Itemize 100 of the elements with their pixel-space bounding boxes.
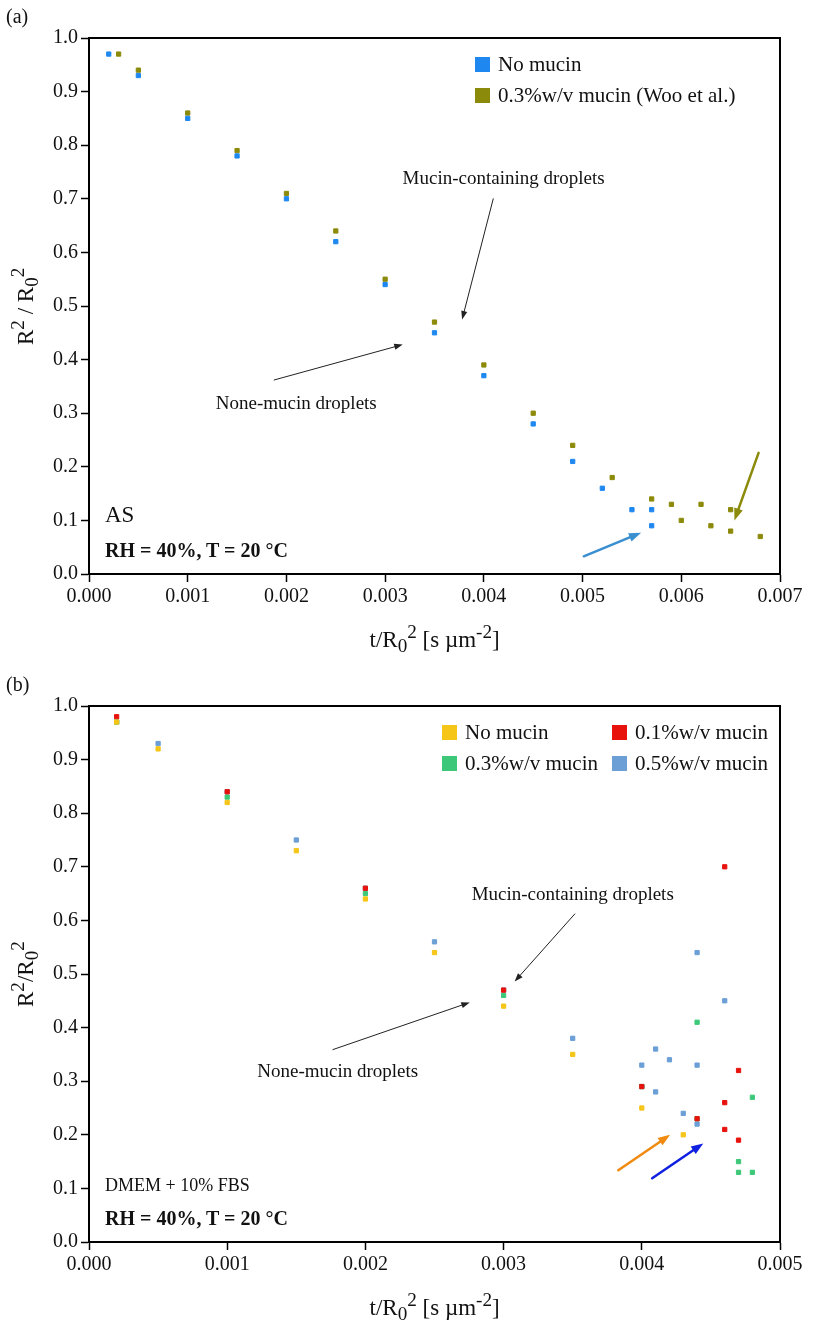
x-axis-title: t/R$_{0}$$^{2}$ [s µm$^{-2}$] xyxy=(369,1289,500,1325)
y-tick-label: 0.5 xyxy=(53,961,78,984)
point xyxy=(115,51,122,57)
point xyxy=(382,276,388,282)
point xyxy=(333,228,339,234)
point xyxy=(728,507,734,513)
y-tick-label: 0.6 xyxy=(53,239,78,262)
legend-label: 0.5%w/v mucin xyxy=(634,751,768,776)
annotation: DMEM + 10% FBS xyxy=(105,1175,250,1195)
point xyxy=(680,1132,686,1138)
y-tick-label: 0.4 xyxy=(53,1014,78,1037)
annotation: Mucin-containing droplets xyxy=(402,166,605,188)
point xyxy=(694,1019,700,1025)
point xyxy=(293,837,299,843)
x-tick-label: 0.003 xyxy=(362,584,408,607)
x-axis-title: t/R$_{0}$$^{2}$ [s µm$^{-2}$] xyxy=(369,621,500,657)
y-tick-label: 0.5 xyxy=(53,293,78,316)
point xyxy=(694,949,700,956)
y-tick-label: 0.3 xyxy=(53,400,78,423)
point xyxy=(293,848,299,854)
point xyxy=(570,1051,576,1058)
point xyxy=(609,474,615,481)
point xyxy=(283,190,290,197)
point xyxy=(649,496,655,502)
y-tick-label: 0.8 xyxy=(53,800,78,823)
point xyxy=(708,523,714,529)
point xyxy=(735,1067,742,1074)
point xyxy=(570,458,576,465)
x-tick-label: 0.001 xyxy=(165,584,211,607)
y-tick-label: 0.1 xyxy=(53,507,78,530)
point xyxy=(722,998,728,1004)
point xyxy=(653,1089,659,1095)
chart-title: (b) xyxy=(6,673,30,695)
point xyxy=(649,523,655,529)
x-tick-label: 0.007 xyxy=(757,584,803,607)
x-tick-label: 0.004 xyxy=(461,584,507,607)
y-tick-label: 0.2 xyxy=(53,1122,78,1145)
y-tick-label: 0.9 xyxy=(53,746,78,769)
point xyxy=(570,1035,576,1041)
chart-title: (a) xyxy=(6,5,29,27)
point xyxy=(431,319,438,325)
legend-label: 0.3%w/v mucin xyxy=(464,751,598,776)
point xyxy=(698,501,704,507)
point xyxy=(722,1126,728,1133)
point xyxy=(530,421,536,427)
point xyxy=(639,1105,645,1111)
point xyxy=(135,67,141,73)
legend-label: 0.3%w/v mucin (Woo et al.) xyxy=(497,83,736,108)
point xyxy=(749,1094,755,1100)
point xyxy=(362,890,369,897)
point xyxy=(722,864,728,870)
point xyxy=(728,528,734,534)
point xyxy=(500,992,507,999)
legend-label: No mucin xyxy=(464,720,550,745)
point xyxy=(155,746,161,752)
point xyxy=(431,949,438,956)
point xyxy=(224,799,230,806)
point xyxy=(680,1110,686,1116)
y-tick-label: 0.9 xyxy=(53,78,78,101)
annotation: None-mucin droplets xyxy=(257,1059,419,1081)
y-tick-label: 0.7 xyxy=(53,186,78,209)
point xyxy=(653,1046,659,1052)
point xyxy=(333,239,339,245)
point xyxy=(694,1062,700,1068)
point xyxy=(749,1169,755,1175)
x-tick-label: 0.003 xyxy=(481,1252,527,1275)
y-tick-label: 1.0 xyxy=(53,25,78,48)
point xyxy=(234,147,240,154)
point xyxy=(678,517,684,524)
point xyxy=(757,533,763,540)
annotation: None-mucin droplets xyxy=(215,391,377,413)
point xyxy=(135,72,141,79)
point xyxy=(481,373,487,379)
x-tick-label: 0.005 xyxy=(560,584,606,607)
point xyxy=(500,1003,507,1009)
x-tick-label: 0.004 xyxy=(619,1252,665,1275)
point xyxy=(155,740,161,747)
x-tick-label: 0.000 xyxy=(66,1252,112,1275)
y-tick-label: 0.8 xyxy=(53,132,78,155)
point xyxy=(224,794,230,800)
point xyxy=(481,362,487,368)
point xyxy=(722,1100,728,1106)
point xyxy=(431,330,438,336)
y-tick-label: 0.6 xyxy=(53,907,78,930)
point xyxy=(639,1062,645,1068)
x-tick-label: 0.002 xyxy=(342,1252,388,1275)
annotation: RH = 40%, T = 20 °C xyxy=(105,539,288,561)
y-tick-label: 0.0 xyxy=(53,561,78,584)
annotation: Mucin-containing droplets xyxy=(471,883,674,905)
point xyxy=(185,115,191,122)
point xyxy=(694,1121,700,1127)
x-tick-label: 0.005 xyxy=(757,1252,803,1275)
point xyxy=(283,196,290,202)
point xyxy=(735,1158,742,1165)
y-tick-label: 0.0 xyxy=(53,1229,78,1252)
point xyxy=(431,939,438,945)
point xyxy=(382,281,388,288)
point xyxy=(668,501,675,507)
y-tick-label: 1.0 xyxy=(53,693,78,716)
x-tick-label: 0.001 xyxy=(204,1252,250,1275)
